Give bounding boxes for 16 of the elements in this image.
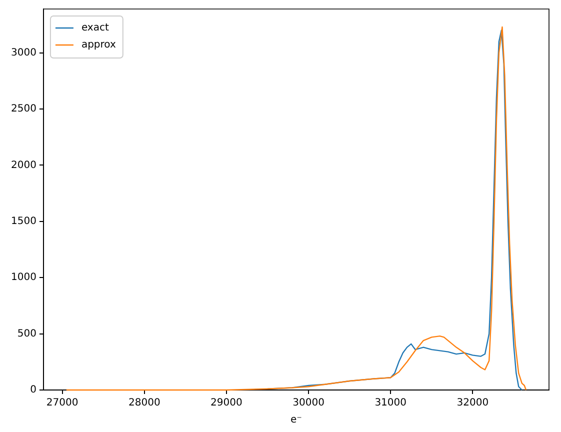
legend-label: exact	[81, 22, 109, 34]
y-tick-label: 500	[17, 328, 36, 340]
y-tick-label: 3000	[10, 47, 36, 58]
y-tick-label: 0	[30, 384, 36, 396]
y-tick-label: 1500	[10, 216, 36, 228]
x-tick-label: 31000	[374, 398, 407, 409]
legend-label: approx	[81, 40, 116, 51]
y-tick-label: 2500	[10, 104, 36, 115]
x-tick-label: 32000	[456, 398, 489, 409]
x-tick-label: 29000	[210, 398, 242, 409]
x-tick-label: 28000	[128, 398, 160, 409]
y-tick-label: 1000	[10, 272, 36, 284]
x-tick-label: 27000	[46, 398, 78, 409]
y-tick-label: 2000	[10, 160, 36, 171]
x-tick-label: 30000	[292, 398, 324, 409]
x-axis-title: e⁻	[290, 414, 302, 426]
